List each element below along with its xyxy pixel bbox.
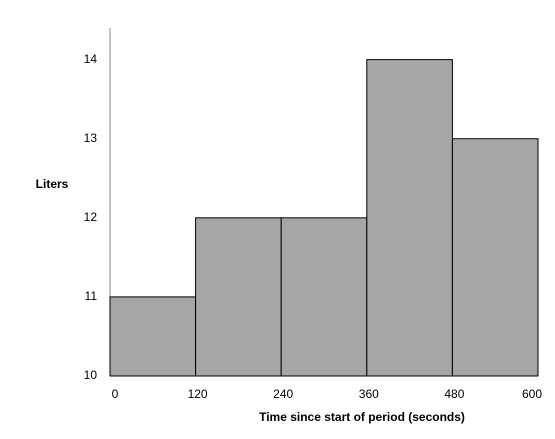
bar <box>451 138 539 377</box>
bar <box>109 296 197 377</box>
y-axis-label: Liters <box>36 177 69 191</box>
bar <box>195 217 282 377</box>
y-tick-label: 14 <box>84 52 98 66</box>
x-tick-label: 240 <box>273 387 293 401</box>
x-axis-label: Time since start of period (seconds) <box>259 410 465 424</box>
y-tick-label: 13 <box>84 131 98 145</box>
x-tick-label: 0 <box>112 387 119 401</box>
y-tick-label: 12 <box>84 210 98 224</box>
y-tick-label: 11 <box>85 289 98 303</box>
x-tick-label: 600 <box>522 387 542 401</box>
x-tick-label: 120 <box>188 387 208 401</box>
x-tick-label: 480 <box>444 387 464 401</box>
bar <box>280 217 368 377</box>
x-tick-label: 360 <box>359 387 379 401</box>
bar <box>366 59 453 377</box>
y-tick-label: 10 <box>84 368 98 382</box>
